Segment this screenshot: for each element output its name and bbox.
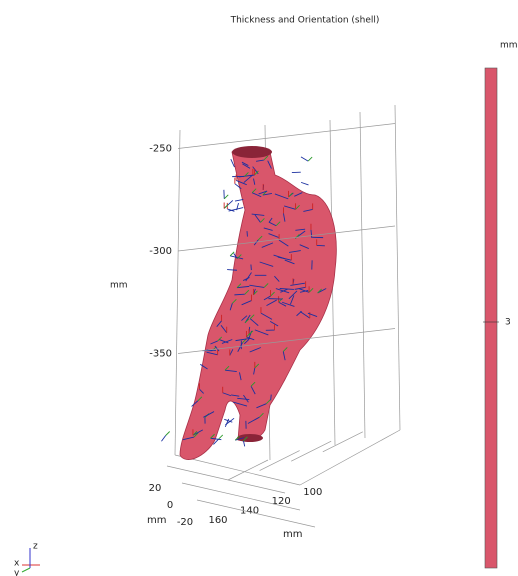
arrow [161,435,165,441]
box-edge [395,105,400,430]
triad-axis [22,568,30,572]
y-tick-label: 20 [149,483,162,494]
tick-mark [167,466,285,493]
y-tick-label: 0 [167,500,173,511]
arrow [166,431,170,435]
z-tick-label: -300 [149,246,172,257]
vessel-opening [232,146,272,158]
arrow [301,157,308,161]
triad-label: x [14,559,20,569]
z-tick-label: -250 [149,144,172,155]
tick-mark [323,432,363,452]
grid-line [178,124,395,149]
triad: x y z [14,542,40,576]
tick-mark [291,441,331,461]
z-tick-label: -350 [149,349,172,360]
y-tick-label: -20 [177,517,193,528]
arrow [235,199,243,201]
triad-label: y [14,569,20,576]
tick-mark [260,451,300,471]
colorbar-tick-label: 3 [505,318,511,328]
z-axis-label: mm [110,281,128,291]
plot: Thickness and Orientation (shell) mm mm … [0,0,518,576]
vessel-surface [180,147,336,460]
x-tick-label: 100 [303,487,322,498]
arrow [308,157,312,161]
plot-title: Thickness and Orientation (shell) [230,16,380,26]
page: Thickness and Orientation (shell) mm mm … [0,0,518,576]
arrow [225,418,234,425]
colorbar [485,68,497,568]
box-edge [360,112,365,438]
arrow [271,395,272,401]
x-tick-label: 160 [208,515,227,526]
box-edge [175,130,180,455]
tick-mark [228,460,268,480]
colorbar-unit: mm [500,41,518,51]
arrow [219,435,223,439]
arrow [224,195,228,199]
arrow [301,182,308,185]
x-axis-label: mm [283,529,302,540]
y-axis-label: mm [147,515,166,526]
x-tick-label: 140 [240,506,259,517]
vessel-opening [237,434,263,442]
triad-label: z [33,542,38,552]
